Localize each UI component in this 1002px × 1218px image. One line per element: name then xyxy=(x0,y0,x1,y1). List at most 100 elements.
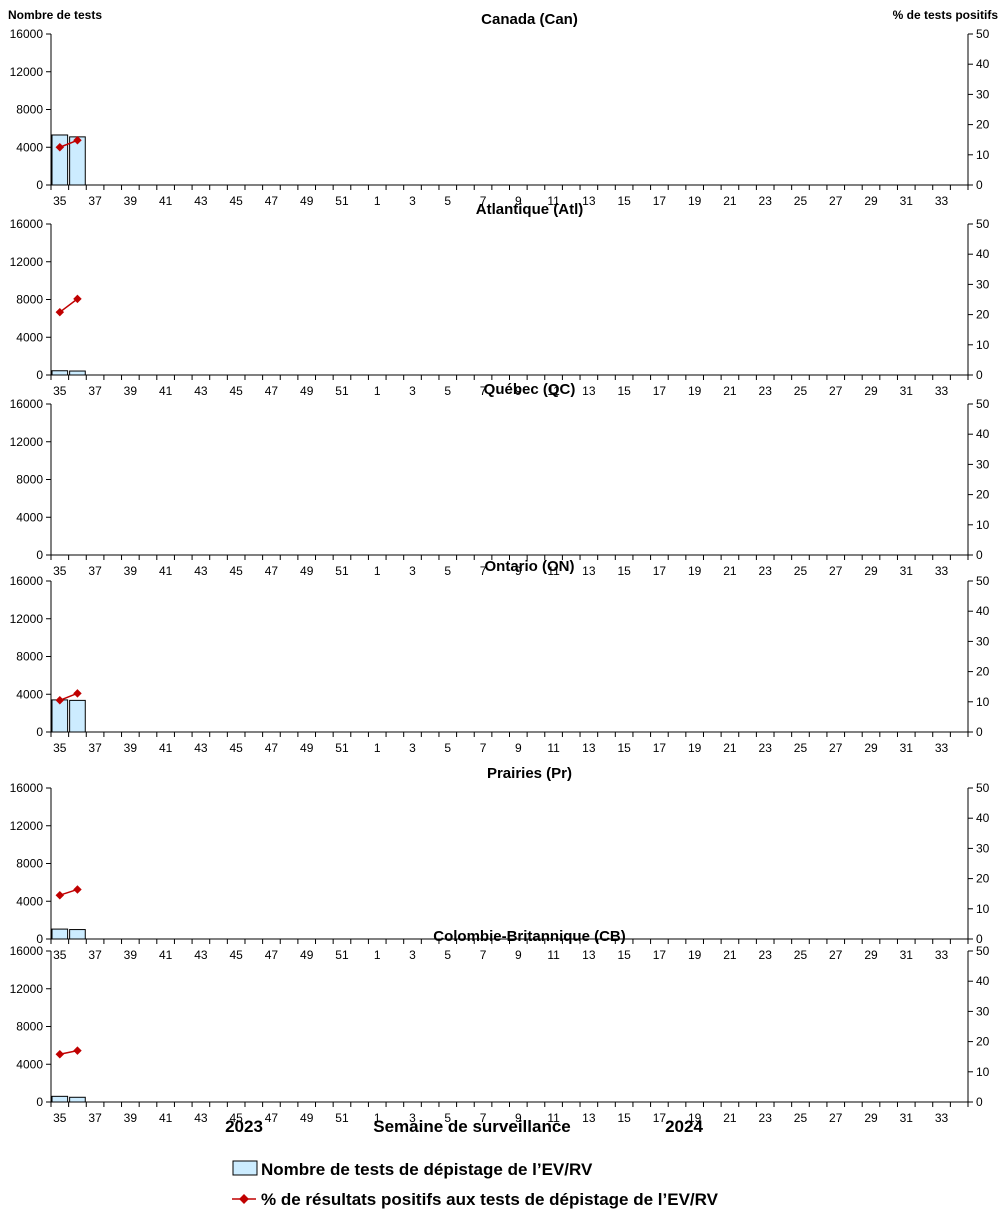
x-tick-label: 39 xyxy=(124,564,138,578)
y-tick-label: 0 xyxy=(36,725,43,739)
x-tick-label: 35 xyxy=(53,564,67,578)
y2-tick-label: 0 xyxy=(976,1095,983,1109)
panel-ontario-on: Ontario (ON) 0 4000 8000 12000 16000 0 10 20 30 40… xyxy=(10,558,990,755)
bar-week-36 xyxy=(69,699,86,733)
x-tick-label: 3 xyxy=(409,384,416,398)
legend-bar-swatch xyxy=(232,1160,258,1176)
x-tick-label: 41 xyxy=(159,194,173,208)
x-tick-label: 11 xyxy=(547,564,560,578)
x-tick-label: 11 xyxy=(547,1111,560,1125)
y2-tick-label: 40 xyxy=(976,427,990,441)
x-tick-label: 39 xyxy=(124,384,138,398)
x-tick-label: 5 xyxy=(444,948,451,962)
y2-tick-label: 40 xyxy=(976,57,990,71)
legend: Nombre de tests de dépistage de l’EV/RV … xyxy=(232,1160,719,1209)
y2-tick-label: 10 xyxy=(976,902,990,916)
y-tick-label: 12000 xyxy=(10,612,44,626)
y2-tick-label: 10 xyxy=(976,338,990,352)
x-tick-label: 11 xyxy=(547,384,560,398)
x-tick-label: 21 xyxy=(723,194,737,208)
y-tick-label: 8000 xyxy=(16,1020,43,1034)
x-tick-label: 41 xyxy=(159,1111,173,1125)
bar-week-36 xyxy=(69,929,86,940)
y2-tick-label: 50 xyxy=(976,574,990,588)
y-tick-label: 8000 xyxy=(16,857,43,871)
x-tick-label: 19 xyxy=(688,194,702,208)
x-tick-label: 27 xyxy=(829,741,843,755)
pct-marker-week-35 xyxy=(55,890,65,900)
x-tick-label: 13 xyxy=(582,194,596,208)
x-tick-label: 15 xyxy=(617,194,631,208)
x-tick-label: 23 xyxy=(759,564,773,578)
y2-tick-label: 50 xyxy=(976,27,990,41)
x-tick-label: 27 xyxy=(829,1111,843,1125)
y-tick-label: 8000 xyxy=(16,103,43,117)
y-tick-label: 4000 xyxy=(16,1057,43,1071)
x-tick-label: 17 xyxy=(653,194,667,208)
x-tick-label: 13 xyxy=(582,948,596,962)
x-tick-label: 27 xyxy=(829,194,843,208)
x-tick-label: 1 xyxy=(374,948,381,962)
x-tick-label: 29 xyxy=(864,194,878,208)
bar-week-35 xyxy=(51,928,69,940)
x-tick-label: 21 xyxy=(723,564,737,578)
x-tick-label: 13 xyxy=(582,564,596,578)
x-tick-label: 25 xyxy=(794,384,808,398)
panel-atlantique-atl: Atlantique (Atl) 0 4000 8000 12000 16000 0 10 20… xyxy=(10,201,990,398)
left-axis-title: Nombre de tests xyxy=(8,8,102,22)
y-tick-label: 4000 xyxy=(16,510,43,524)
panel-title: Prairies (Pr) xyxy=(487,765,572,782)
y2-tick-label: 10 xyxy=(976,518,990,532)
x-tick-label: 45 xyxy=(229,741,243,755)
pct-marker-week-36 xyxy=(73,689,82,698)
x-tick-label: 15 xyxy=(617,948,631,962)
x-axis-title: Semaine de surveillance xyxy=(373,1117,571,1136)
x-tick-label: 47 xyxy=(265,194,279,208)
x-tick-label: 49 xyxy=(300,948,314,962)
x-tick-label: 35 xyxy=(53,1111,67,1125)
y-tick-label: 12000 xyxy=(10,819,44,833)
y2-tick-label: 20 xyxy=(976,308,990,322)
y2-tick-label: 0 xyxy=(976,368,983,382)
x-tick-label: 37 xyxy=(88,564,102,578)
x-tick-label: 15 xyxy=(617,1111,631,1125)
x-tick-label: 49 xyxy=(300,741,314,755)
x-tick-label: 45 xyxy=(229,564,243,578)
x-tick-label: 47 xyxy=(265,741,279,755)
x-tick-label: 1 xyxy=(374,1111,381,1125)
x-tick-label: 51 xyxy=(335,741,349,755)
pct-marker-week-36 xyxy=(73,1046,82,1055)
x-tick-label: 5 xyxy=(444,564,451,578)
x-tick-label: 3 xyxy=(409,741,416,755)
x-tick-label: 13 xyxy=(582,384,596,398)
x-tick-label: 33 xyxy=(935,741,949,755)
x-tick-label: 47 xyxy=(265,1111,279,1125)
y-tick-label: 8000 xyxy=(16,650,43,664)
panel-canada-can: Canada (Can) 0 4000 8000 12000 16000 0 10 20 30 40… xyxy=(10,11,990,208)
y2-tick-label: 50 xyxy=(976,944,990,958)
bar-week-35 xyxy=(51,370,69,376)
x-tick-label: 47 xyxy=(265,384,279,398)
x-tick-label: 27 xyxy=(829,384,843,398)
y2-tick-label: 30 xyxy=(976,457,990,471)
y2-tick-label: 50 xyxy=(976,217,990,231)
y-tick-label: 16000 xyxy=(10,944,44,958)
legend-line-label: % de résultats positifs aux tests de dép… xyxy=(261,1190,719,1209)
x-tick-label: 45 xyxy=(229,948,243,962)
x-tick-label: 9 xyxy=(515,948,522,962)
year-start-label: 2023 xyxy=(225,1117,263,1136)
x-tick-label: 41 xyxy=(159,564,173,578)
x-tick-label: 45 xyxy=(229,1111,243,1125)
y2-tick-label: 30 xyxy=(976,841,990,855)
x-tick-label: 39 xyxy=(124,741,138,755)
y-tick-label: 12000 xyxy=(10,255,44,269)
x-tick-label: 41 xyxy=(159,948,173,962)
bar-week-35 xyxy=(51,1095,69,1103)
x-tick-label: 25 xyxy=(794,194,808,208)
x-tick-label: 19 xyxy=(688,564,702,578)
bar-week-36 xyxy=(69,1096,86,1103)
y2-tick-label: 10 xyxy=(976,148,990,162)
y2-tick-label: 20 xyxy=(976,488,990,502)
pct-marker-week-36 xyxy=(73,885,82,894)
